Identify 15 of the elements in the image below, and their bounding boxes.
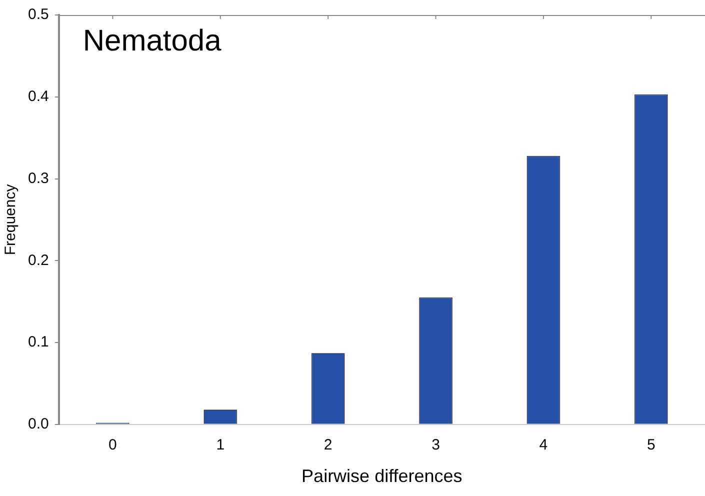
y-tick-label: 0.3 bbox=[28, 170, 49, 187]
x-tick-label: 0 bbox=[108, 436, 117, 454]
x-axis-title: Pairwise differences bbox=[302, 466, 462, 486]
y-tick-label: 0.4 bbox=[28, 88, 49, 106]
x-tick-label: 2 bbox=[324, 436, 332, 454]
chart-title: Nematoda bbox=[82, 24, 222, 58]
y-tick-label: 0.1 bbox=[28, 334, 49, 351]
y-axis-title: Frequency bbox=[2, 184, 20, 256]
x-tick-label: 5 bbox=[646, 436, 656, 454]
x-tick-label: 3 bbox=[432, 436, 440, 454]
y-tick-label: 0.0 bbox=[28, 416, 49, 433]
x-tick-label: 4 bbox=[539, 436, 548, 454]
y-tick-label: 0.2 bbox=[28, 252, 49, 269]
x-tick-label: 1 bbox=[216, 436, 225, 454]
y-tick-label: 0.5 bbox=[28, 6, 49, 24]
